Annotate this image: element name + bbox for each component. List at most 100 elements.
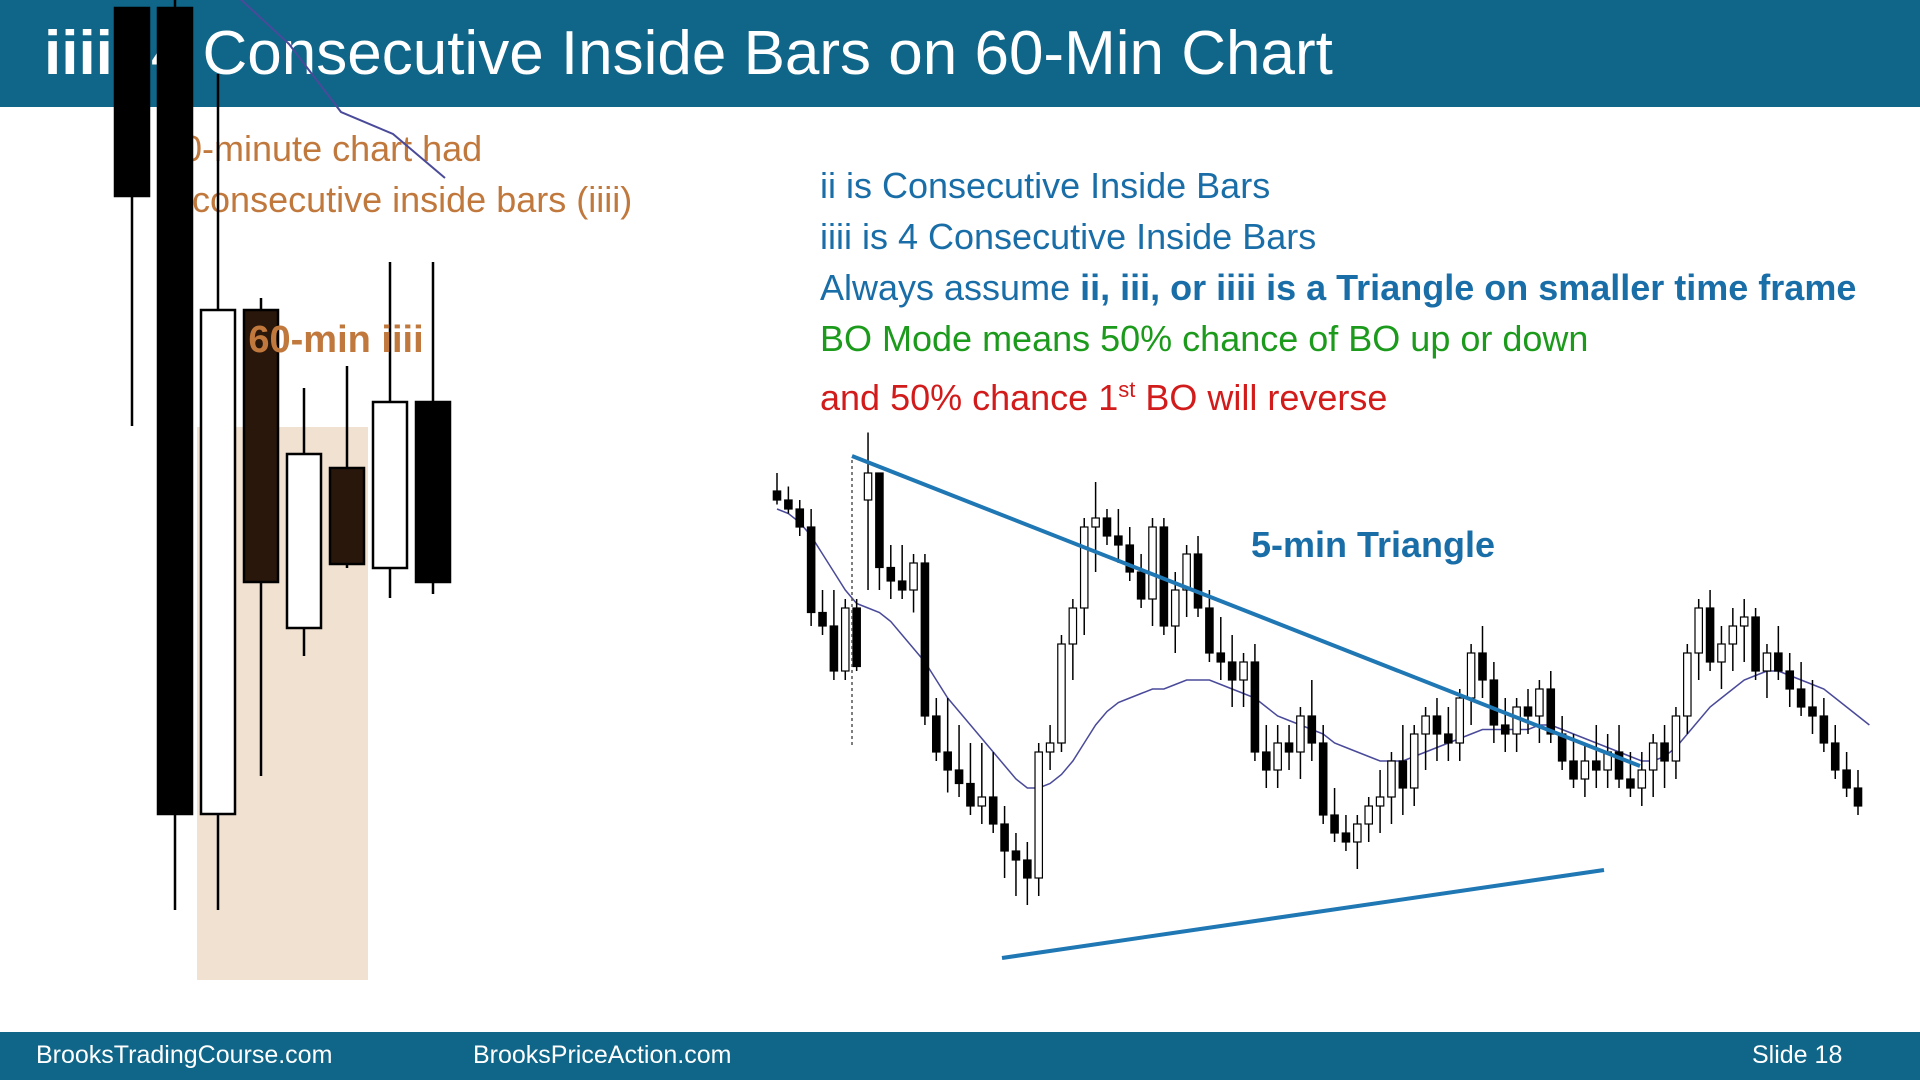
candle-body (1261, 751, 1271, 771)
candle-body (1739, 616, 1749, 627)
candle-body (1421, 715, 1430, 735)
candle-body (1808, 706, 1817, 717)
candle-body (1296, 715, 1305, 753)
candle-body (1136, 571, 1146, 600)
candle-body (1694, 607, 1703, 654)
candle-body (1683, 652, 1692, 717)
candle-body (1774, 652, 1783, 672)
candle-body (818, 611, 827, 627)
candle-body (1170, 589, 1180, 627)
candle-body (1068, 607, 1078, 645)
candle-body (1148, 526, 1157, 600)
candle-body (1409, 733, 1419, 789)
candle-body (1182, 553, 1191, 591)
candle-body (966, 782, 975, 807)
triangle-lower-line (1001, 868, 1605, 960)
candle-body (795, 508, 805, 528)
candle-body (1318, 742, 1328, 816)
candle-body (852, 607, 861, 668)
candle-body (1000, 823, 1009, 852)
candle-body (954, 769, 964, 785)
candle-body (1034, 751, 1044, 879)
ema-line (239, 0, 446, 179)
candle-body (1432, 715, 1442, 735)
candle-body (1091, 517, 1100, 528)
candle-body (920, 562, 930, 717)
footer-bar: BrooksTradingCourse.com BrooksPriceActio… (0, 1032, 1920, 1080)
candle-body (1216, 652, 1226, 663)
candle-body (1762, 652, 1772, 672)
candle-body (1330, 814, 1339, 834)
candle-body (863, 472, 873, 501)
candle-body (113, 6, 151, 198)
candle-body (1728, 625, 1738, 645)
candle-body (371, 400, 409, 570)
candle-body (156, 6, 194, 816)
candle-body (897, 580, 907, 591)
candle-body (1853, 787, 1863, 807)
footer-left-link[interactable]: BrooksTradingCourse.com (36, 1041, 333, 1069)
left-caption-line2: 4 consecutive inside bars (iiii) (162, 179, 633, 220)
candle-body (414, 400, 452, 584)
candle-body (199, 308, 237, 816)
candle-body (1045, 742, 1055, 753)
candle-body (1023, 859, 1032, 879)
candle-body (1205, 607, 1214, 654)
candle-body (1455, 697, 1465, 744)
text-line-3: Always assume ii, iii, or iiii is a Tria… (820, 262, 1856, 313)
footer-middle-link[interactable]: BrooksPriceAction.com (473, 1041, 732, 1069)
text-line-4: BO Mode means 50% chance of BO up or dow… (820, 318, 1589, 359)
candle-body (1227, 661, 1237, 681)
candle-body (1671, 715, 1681, 762)
slide-number: Slide 18 (1752, 1041, 1843, 1069)
candle-body (1398, 760, 1408, 789)
candle-body (840, 607, 850, 672)
candle-body (1364, 805, 1374, 825)
candle-body (242, 308, 280, 584)
candle-body (1114, 535, 1123, 546)
candle-body (1011, 850, 1021, 861)
candle-body (909, 562, 918, 591)
candle-body (875, 472, 884, 569)
candle-body (1648, 742, 1658, 771)
candle-body (1057, 643, 1066, 744)
candle-body (1387, 760, 1396, 798)
candle-body (1614, 751, 1624, 780)
candle-body (1444, 733, 1453, 744)
candle-body (1535, 688, 1544, 717)
candle-body (1785, 670, 1795, 690)
text-line-1: ii is Consecutive Inside Bars (820, 165, 1271, 206)
candle-body (943, 751, 952, 771)
text-line-3-bold: ii, iii, or iiii is a Triangle on smalle… (1080, 267, 1857, 308)
candle-body (328, 466, 366, 566)
5min-triangle-label: 5-min Triangle (1251, 524, 1495, 565)
candle-body (1353, 823, 1362, 843)
candle-body (1751, 616, 1760, 672)
candle-body (1819, 715, 1829, 744)
candle-body (1591, 760, 1601, 771)
candle-body (1478, 652, 1487, 681)
candle-body (1273, 742, 1282, 771)
candle-body (1307, 715, 1317, 744)
candle-body (1580, 760, 1590, 780)
left-caption-line1: 60-minute chart had (162, 128, 483, 169)
candle-body (285, 452, 323, 630)
text-line-3-normal: Always assume (820, 267, 1081, 308)
candle-body (1284, 742, 1294, 753)
text-line-5-sup: st (1118, 377, 1136, 402)
candle-body (1546, 688, 1556, 735)
triangle-upper-line (851, 454, 1641, 768)
text-line-5: and 50% chance 1st BO will reverse (820, 364, 1387, 423)
candle-body (829, 625, 839, 672)
60min-chart (113, 0, 452, 980)
candle-body (977, 796, 987, 807)
candle-body (1569, 760, 1578, 780)
candle-body (1102, 517, 1112, 537)
text-line-2: iiii is 4 Consecutive Inside Bars (820, 216, 1317, 257)
candle-body (932, 715, 941, 753)
candle-body (1500, 724, 1510, 735)
candle-body (1830, 742, 1840, 771)
candle-body (1842, 769, 1851, 789)
candle-body (1193, 553, 1203, 609)
